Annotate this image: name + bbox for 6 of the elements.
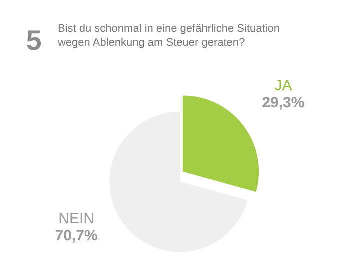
chart-title: Bist du schonmal in eine gefährliche Situation wegen Ablenkung am Steuer geraten? (57, 23, 280, 49)
text: 5 (26, 25, 42, 56)
data-label: 29,3% (262, 94, 305, 112)
data-label: 70,7% (55, 228, 98, 245)
slice-label: JA (274, 77, 292, 94)
slice-label: NEIN (58, 210, 94, 228)
